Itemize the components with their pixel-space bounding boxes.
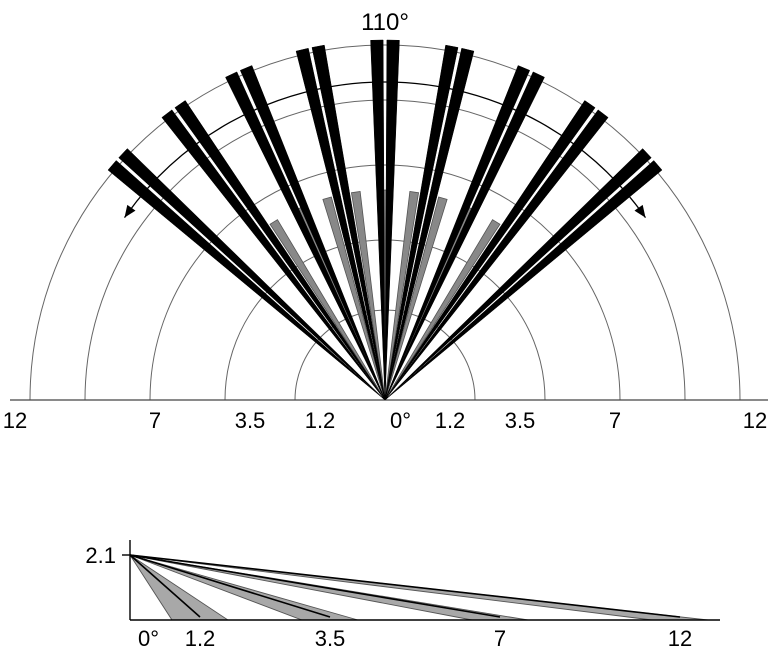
side-x-label-1: 3.5 — [315, 626, 346, 651]
polar-xlabel-right-3: 12 — [743, 408, 767, 433]
polar-plot — [10, 40, 768, 400]
side-x-label-2: 7 — [494, 626, 506, 651]
polar-zero-label: 0° — [390, 408, 411, 433]
polar-xlabel-left-2: 7 — [149, 408, 161, 433]
arc-angle-label: 110° — [361, 9, 409, 36]
side-zero-label: 0° — [138, 626, 159, 651]
span-arrowhead — [125, 205, 136, 218]
side-x-label-0: 1.2 — [185, 626, 216, 651]
polar-xlabel-right-2: 7 — [609, 408, 621, 433]
diagram-canvas: 110° 0° 1.2 3.5 7 12 1.2 3.5 7 12 2.1 0° 1.2 3.5 7 12 — [0, 0, 778, 656]
side-y-label: 2.1 — [85, 543, 116, 568]
side-view — [122, 540, 720, 620]
polar-xlabel-right-0: 1.2 — [435, 408, 466, 433]
side-x-label-3: 12 — [668, 626, 692, 651]
polar-xlabel-right-1: 3.5 — [505, 408, 536, 433]
polar-xlabel-left-3: 12 — [3, 408, 27, 433]
polar-xlabel-left-0: 1.2 — [305, 408, 336, 433]
polar-xlabel-left-1: 3.5 — [235, 408, 266, 433]
span-arrowhead — [635, 205, 646, 218]
